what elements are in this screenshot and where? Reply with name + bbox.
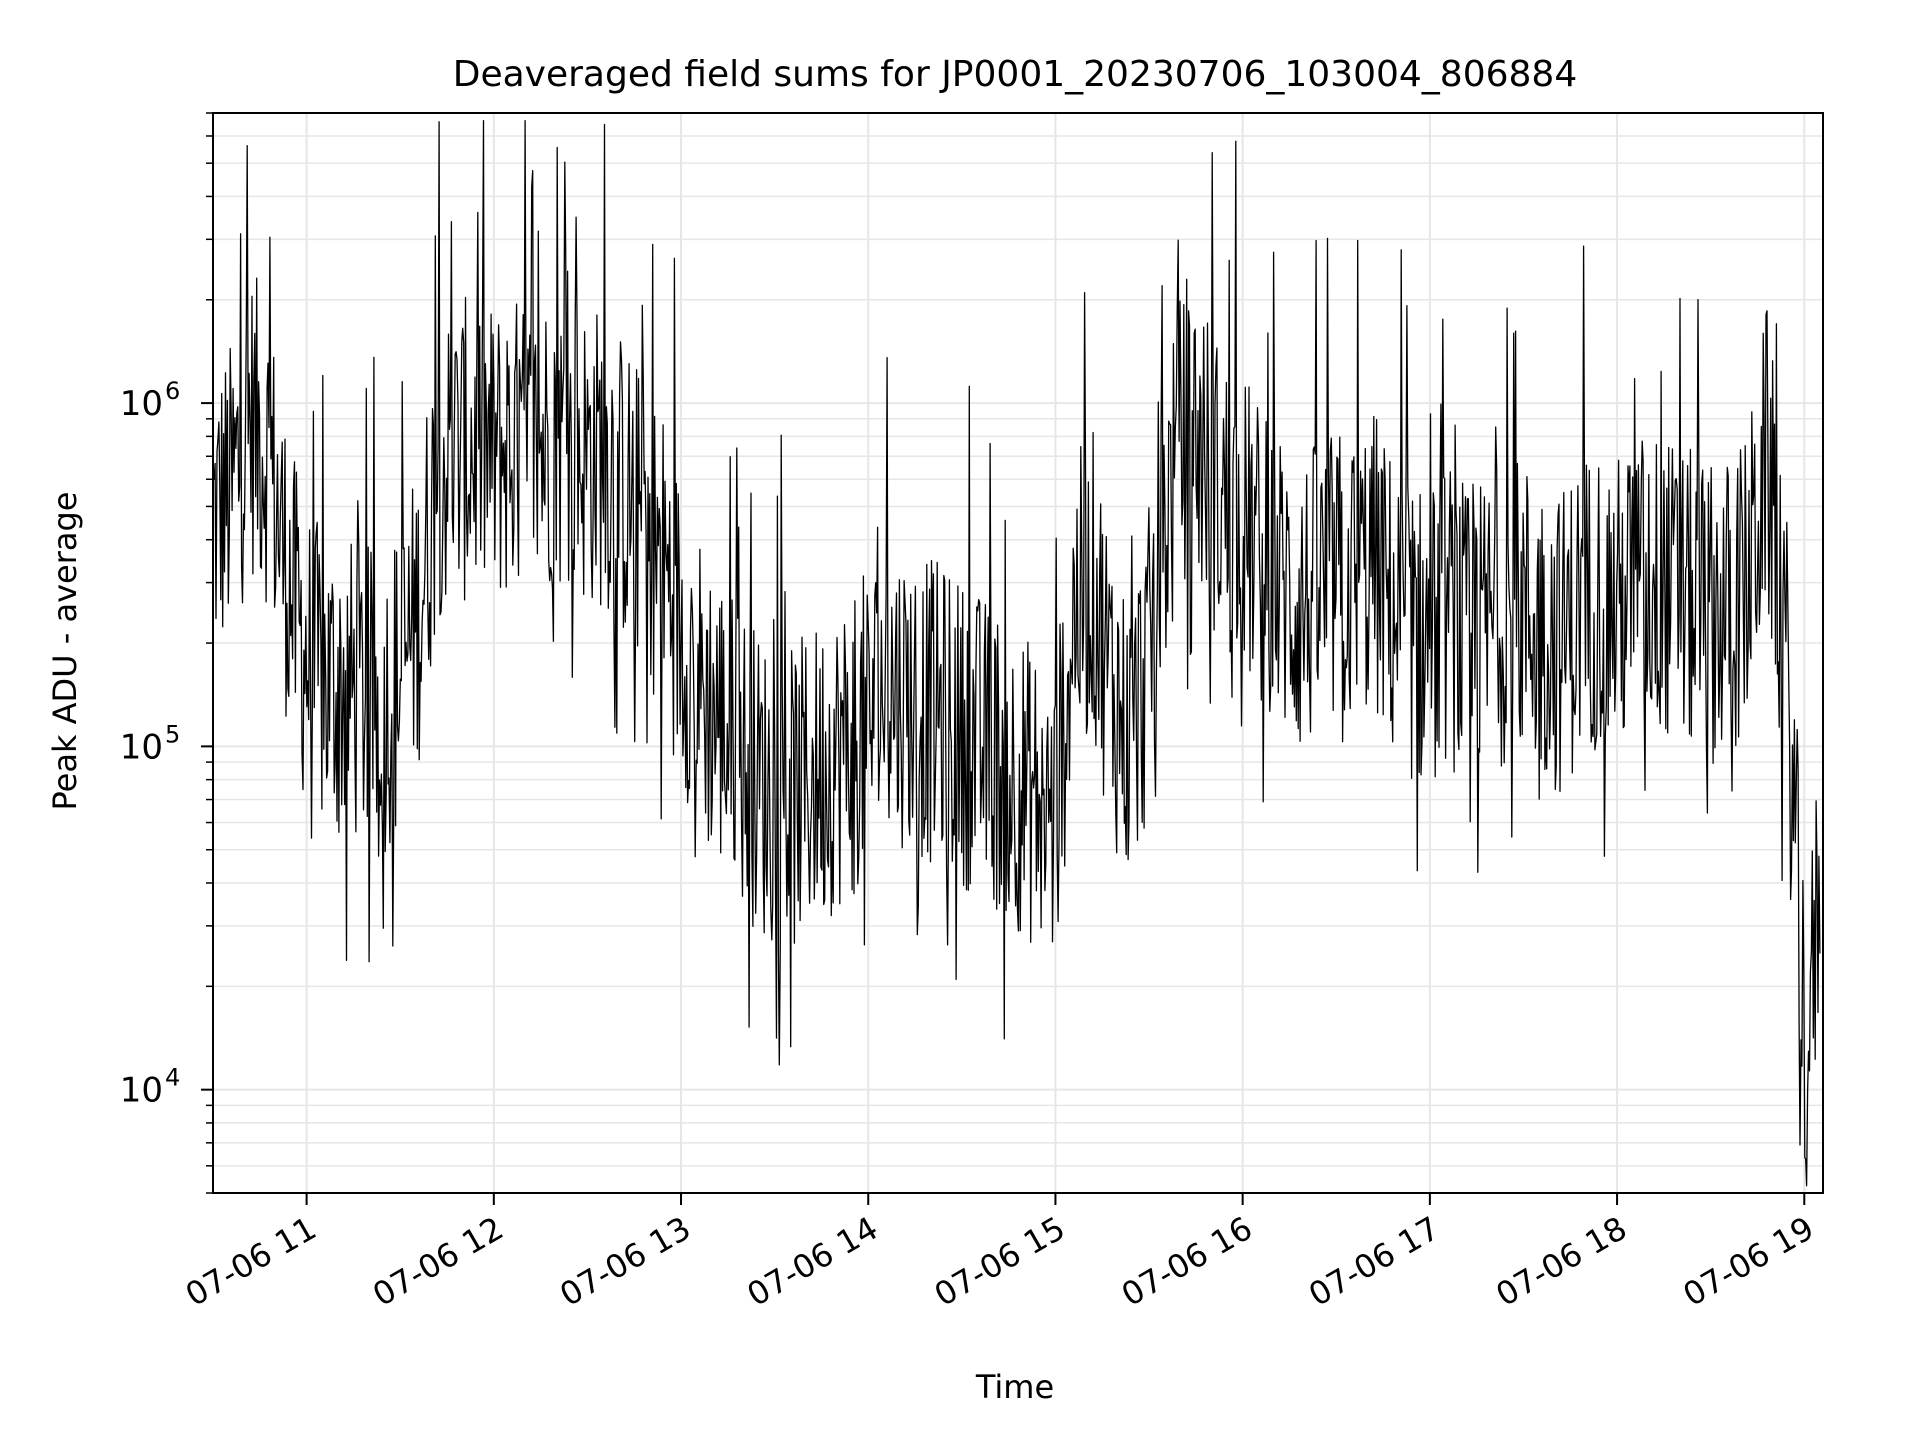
y-tick-label-exponent: 6 bbox=[165, 377, 180, 405]
y-tick-label: 10 bbox=[120, 727, 163, 767]
series-line bbox=[212, 119, 1821, 1187]
y-tick-label-base: 10 bbox=[120, 384, 163, 424]
x-axis-label: Time bbox=[975, 1368, 1054, 1406]
y-tick-label: 10 bbox=[120, 1071, 163, 1111]
axis-ticks bbox=[201, 112, 1806, 1205]
plot-frame bbox=[212, 112, 1824, 1194]
y-tick-label: 10 bbox=[120, 384, 163, 424]
series-layer bbox=[212, 119, 1821, 1187]
y-axis-label: Peak ADU - average bbox=[46, 492, 84, 811]
grid-lines bbox=[213, 112, 1823, 1194]
y-tick-label-exponent: 5 bbox=[165, 720, 180, 748]
y-tick-label-exponent: 4 bbox=[165, 1064, 180, 1092]
y-tick-label-base: 10 bbox=[120, 1071, 163, 1111]
y-tick-label-base: 10 bbox=[120, 727, 163, 767]
chart-title: Deaveraged field sums for JP0001_2023070… bbox=[453, 54, 1577, 95]
